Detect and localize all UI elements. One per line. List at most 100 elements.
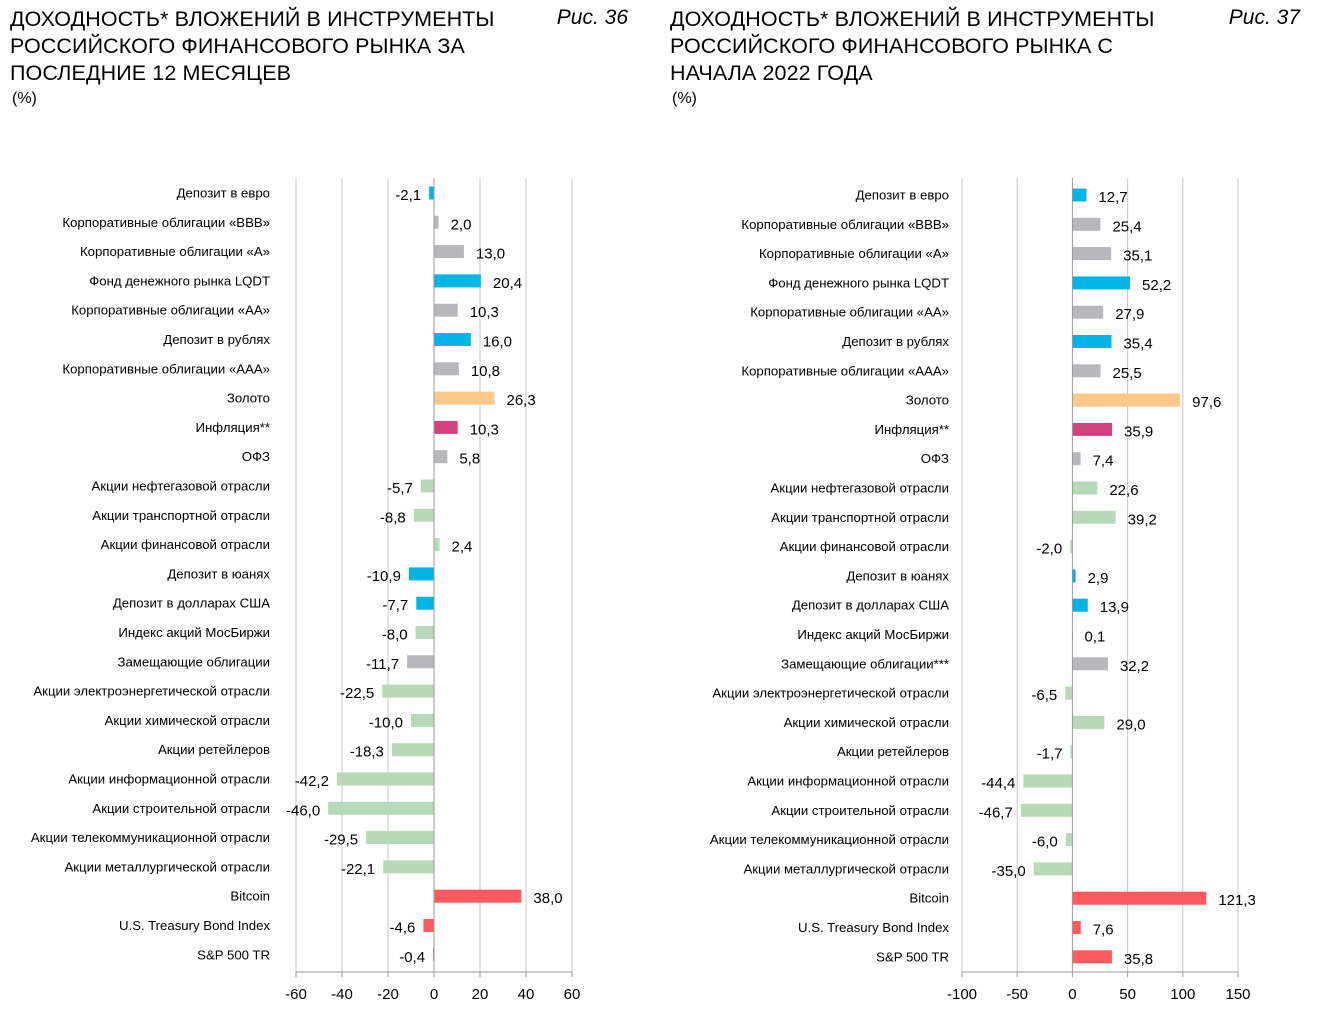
data-label: -1,7 (1037, 746, 1063, 763)
category-label: Акции химической отрасли (784, 715, 949, 730)
figure-label: Рис. 37 (1228, 6, 1300, 29)
category-label: Депозит в юанях (846, 568, 949, 583)
category-label: Акции строительной отрасли (92, 801, 270, 816)
category-label: Акции финансовой отрасли (780, 539, 949, 554)
bar (1072, 364, 1101, 378)
bar (413, 508, 434, 522)
category-label: Акции строительной отрасли (771, 803, 949, 818)
category-label: Фонд денежного рынка LQDT (89, 273, 270, 288)
category-label: Фонд денежного рынка LQDT (768, 275, 949, 290)
data-label: -2,0 (1036, 541, 1062, 558)
bar-chart-fig37: -100 -50 0 50 100 150 Депозит в евро Корпоратив… (710, 178, 1256, 1003)
bar-chart-fig36: -60 -40 -20 0 20 40 60 Депозит в евро Корпоратив… (31, 178, 580, 1003)
category-label: ОФЗ (921, 451, 949, 466)
bar (408, 567, 434, 581)
bar (1072, 452, 1081, 466)
x-tick-label: 0 (430, 986, 438, 1003)
bar (1072, 335, 1112, 348)
bar (434, 391, 495, 405)
figure-label: Рис. 36 (556, 6, 628, 29)
bar (423, 919, 434, 932)
chart-title: ДОХОДНОСТЬ* ВЛОЖЕНИЙ В ИНСТРУМЕНТЫ РОССИ… (10, 7, 495, 85)
category-label: Депозит в долларах США (113, 596, 270, 611)
category-label: Корпоративные облигации «BBB» (62, 215, 270, 230)
data-label: -22,5 (340, 685, 374, 702)
category-label: Bitcoin (230, 889, 270, 904)
category-label: Bitcoin (909, 891, 949, 906)
category-label: Депозит в рублях (163, 332, 270, 347)
category-label: Корпоративные облигации «AA» (750, 305, 949, 320)
category-label: Инфляция** (875, 422, 949, 437)
category-label: Акции финансовой отрасли (101, 537, 270, 552)
data-label: -10,9 (367, 568, 401, 585)
x-tick-label: 0 (1068, 986, 1076, 1003)
bar (391, 743, 434, 757)
data-label: 35,1 (1123, 248, 1152, 265)
chart-unit: (%) (12, 90, 37, 107)
bar (420, 479, 434, 493)
bar (1065, 833, 1073, 847)
category-label: Акции телекоммуникационной отрасли (31, 830, 270, 845)
data-label: -46,7 (979, 804, 1013, 821)
bar (1065, 686, 1073, 700)
data-label: 12,7 (1098, 189, 1127, 206)
bar (434, 245, 464, 259)
data-label: 29,0 (1116, 716, 1145, 733)
bar (429, 186, 434, 200)
bar (434, 538, 440, 552)
x-tick-label: 40 (518, 986, 535, 1003)
data-label: -0,4 (399, 949, 425, 966)
category-label: Акции металлургической отрасли (64, 859, 270, 874)
bar (416, 596, 434, 610)
x-tick-label: 20 (472, 986, 489, 1003)
category-label: Акции информационной отрасли (68, 772, 270, 787)
data-label: 5,8 (459, 451, 480, 468)
data-label: -8,8 (380, 509, 406, 526)
category-label: Замещающие облигации*** (781, 656, 949, 671)
bar (383, 860, 434, 874)
category-label: S&P 500 TR (876, 949, 949, 964)
x-tick-label: -60 (285, 986, 307, 1003)
bar (382, 684, 434, 698)
data-label: -4,6 (390, 920, 416, 937)
data-label: 32,2 (1120, 658, 1149, 675)
category-label: Акции ретейлеров (158, 742, 270, 757)
category-label: Инфляция** (196, 420, 270, 435)
data-label: 2,0 (451, 216, 472, 233)
x-tick-label: 100 (1170, 986, 1195, 1003)
data-label: -7,7 (382, 597, 408, 614)
data-label: 38,0 (533, 890, 562, 907)
bar (1072, 657, 1108, 671)
data-label: -11,7 (366, 656, 399, 673)
data-label: -29,5 (324, 832, 358, 849)
category-label: S&P 500 TR (197, 947, 270, 962)
chart-panel-fig36: ДОХОДНОСТЬ* ВЛОЖЕНИЙ В ИНСТРУМЕНТЫ РОССИ… (0, 0, 650, 1019)
bar (1070, 745, 1073, 759)
category-label: Акции нефтегазовой отрасли (92, 479, 271, 494)
bar (1072, 247, 1112, 261)
bar (434, 362, 459, 376)
category-label: Депозит в долларах США (792, 598, 949, 613)
data-label: 52,2 (1142, 277, 1171, 294)
bar (1072, 921, 1081, 934)
bar (1072, 715, 1105, 729)
data-label: 25,4 (1112, 218, 1141, 235)
bar (1072, 422, 1113, 436)
bar (336, 772, 434, 786)
data-label: 35,4 (1123, 336, 1152, 353)
bar (1023, 774, 1073, 788)
category-label: Корпоративные облигации «AAA» (62, 361, 270, 376)
category-label: Акции нефтегазовой отрасли (771, 481, 950, 496)
category-label: Замещающие облигации (118, 654, 271, 669)
chart-title: ДОХОДНОСТЬ* ВЛОЖЕНИЙ В ИНСТРУМЕНТЫ РОССИ… (670, 7, 1155, 85)
category-label: Акции информационной отрасли (747, 774, 949, 789)
data-label: 10,3 (470, 304, 499, 321)
bar (434, 303, 458, 317)
bar (415, 626, 434, 639)
category-label: Золото (906, 393, 949, 408)
x-tick-label: 50 (1119, 986, 1136, 1003)
bar (1020, 803, 1073, 817)
chart-unit: (%) (672, 90, 697, 107)
data-label: -10,0 (369, 714, 403, 731)
category-label: Акции телекоммуникационной отрасли (710, 832, 949, 847)
